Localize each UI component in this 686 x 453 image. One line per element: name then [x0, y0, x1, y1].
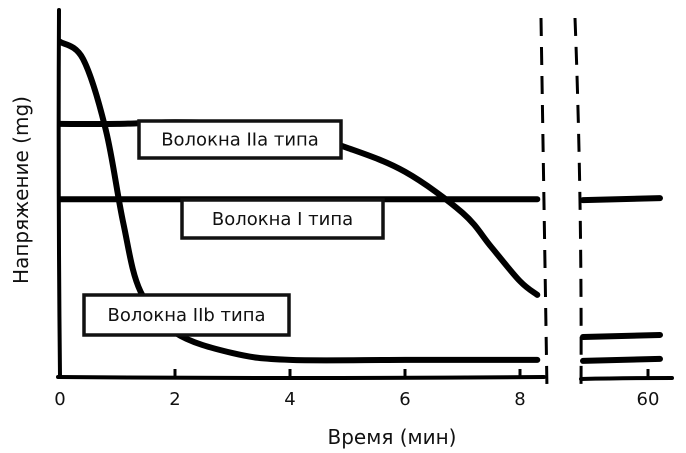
- series-label-box-1: Волокна IIa типа: [137, 119, 343, 160]
- y-axis-label: Напряжение (mg): [9, 96, 33, 284]
- axis-break-line-right: [573, 17, 583, 391]
- series-label-text-2: Волокна I типа: [212, 209, 353, 230]
- x-tick-label-60: 60: [637, 389, 660, 410]
- x-ticks: 0 2 4 6 8 60: [54, 369, 659, 410]
- x-axis-label: Время (мин): [328, 425, 457, 449]
- series-label-text-3: Волокна IIb типа: [107, 305, 265, 326]
- series-label-box-3: Волокна IIb типа: [82, 293, 291, 337]
- x-tick-label-0: 0: [54, 389, 65, 410]
- series-line-3-after-break: [580, 355, 663, 364]
- series-line-1-after-break: [580, 331, 663, 340]
- series-label-frame-2: [180, 198, 385, 240]
- y-axis-line: [56, 8, 62, 379]
- x-axis-line-right: [579, 376, 674, 381]
- axes: [56, 8, 674, 391]
- series-label-frame-3: [82, 293, 291, 337]
- x-tick-label-4: 4: [284, 389, 295, 410]
- series-label-box-2: Волокна I типа: [180, 198, 385, 240]
- series-label-frame-1: [137, 119, 343, 160]
- axis-break-line-left: [539, 17, 549, 391]
- series-label-text-1: Волокна IIa типа: [161, 130, 319, 151]
- x-tick-label-2: 2: [169, 389, 180, 410]
- x-tick-label-8: 8: [514, 389, 525, 410]
- x-axis-line-left: [56, 375, 546, 380]
- series-labels: Волокна IIa типа Волокна I типа Волокна II…: [82, 119, 385, 337]
- series-line-2-after-break: [580, 195, 663, 204]
- x-tick-label-6: 6: [399, 389, 410, 410]
